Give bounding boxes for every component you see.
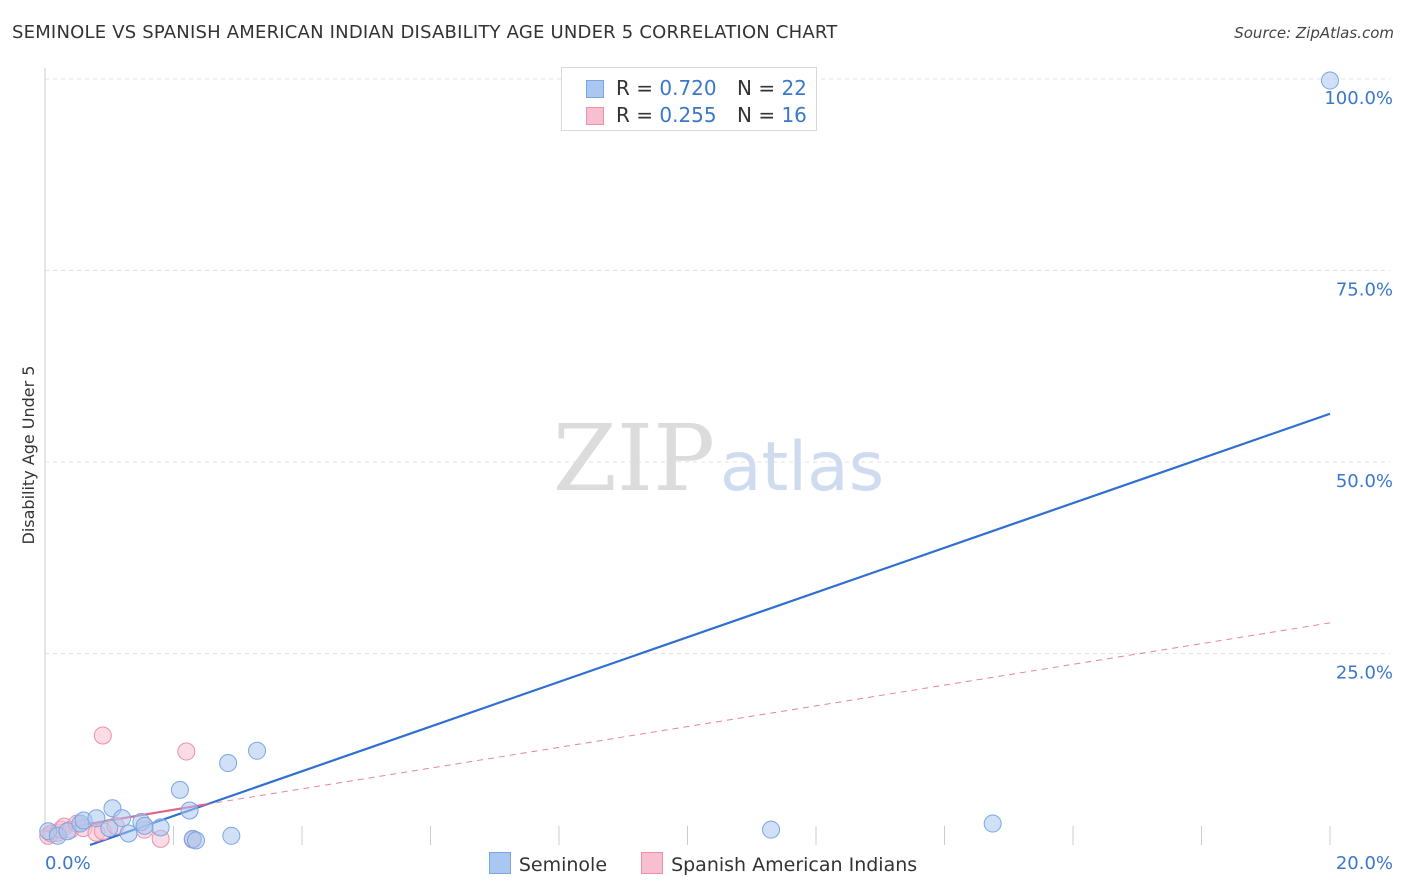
- y-tick-label: 50.0%: [1336, 471, 1393, 492]
- chart-title: SEMINOLE VS SPANISH AMERICAN INDIAN DISA…: [12, 22, 838, 43]
- y-tick-label: 25.0%: [1336, 663, 1393, 684]
- spanish-point: [93, 726, 112, 745]
- legend-label-seminole: Seminole: [518, 854, 608, 876]
- legend-r-value: 0.720: [659, 76, 717, 100]
- seminole-point: [119, 824, 138, 843]
- legend-row-spanish: R = 0.255 N = 16: [586, 103, 807, 127]
- correlation-legend: R = 0.720 N = 22 R = 0.255 N = 16: [561, 67, 817, 131]
- seminole-point: [180, 801, 199, 820]
- seminole-point: [219, 754, 238, 773]
- spanish-trend-extension: [205, 622, 1331, 805]
- legend-n-value: 16: [781, 103, 807, 127]
- seminole-point: [983, 814, 1002, 833]
- seminole-point: [1321, 71, 1339, 90]
- seminole-point: [248, 741, 267, 760]
- seminole-point: [186, 831, 205, 850]
- source-label: Source: ZipAtlas.com: [1234, 24, 1394, 42]
- legend-n-label: N =: [737, 76, 776, 100]
- legend-n-label: N =: [737, 103, 776, 127]
- seminole-point: [100, 819, 119, 838]
- tick-labels: 25.0% 50.0% 75.0% 100.0% 0.0% 20.0%: [45, 88, 1393, 874]
- seminole-trend-line: [89, 412, 1331, 847]
- legend-n-value: 22: [781, 76, 807, 100]
- seminole-swatch: [488, 852, 511, 874]
- legend-r-label: R =: [616, 76, 654, 100]
- spanish-swatch: [641, 852, 664, 874]
- seminole-point: [222, 826, 241, 845]
- spanish-swatch: [586, 107, 604, 125]
- data-points: [39, 71, 1339, 850]
- y-tick-label: 75.0%: [1336, 280, 1393, 301]
- spanish-point: [177, 742, 196, 761]
- x-tick-label: 20.0%: [1336, 853, 1393, 874]
- legend-label-spanish: Spanish American Indians: [671, 854, 918, 876]
- y-axis-label: Disability Age Under 5: [19, 366, 38, 545]
- grid-lines: [45, 78, 1390, 654]
- legend-r-value: 0.255: [659, 103, 717, 127]
- legend-item-seminole: Seminole: [488, 852, 608, 876]
- seminole-point: [113, 809, 132, 828]
- series-legend: Seminole Spanish American Indians: [0, 852, 1406, 876]
- seminole-point: [151, 818, 170, 837]
- y-tick-label: 100.0%: [1324, 88, 1393, 109]
- legend-item-spanish: Spanish American Indians: [641, 852, 917, 876]
- axes: [44, 68, 1331, 845]
- legend-r-label: R =: [616, 103, 654, 127]
- seminole-point: [135, 816, 154, 835]
- watermark-zip: ZIP: [553, 405, 715, 512]
- seminole-point: [87, 809, 106, 828]
- x-tick-label: 0.0%: [45, 853, 91, 874]
- watermark: ZIP atlas: [553, 405, 884, 512]
- seminole-point: [762, 820, 781, 839]
- seminole-swatch: [586, 80, 604, 98]
- legend-row-seminole: R = 0.720 N = 22: [586, 76, 807, 100]
- seminole-point: [170, 780, 189, 799]
- watermark-atlas: atlas: [720, 428, 884, 507]
